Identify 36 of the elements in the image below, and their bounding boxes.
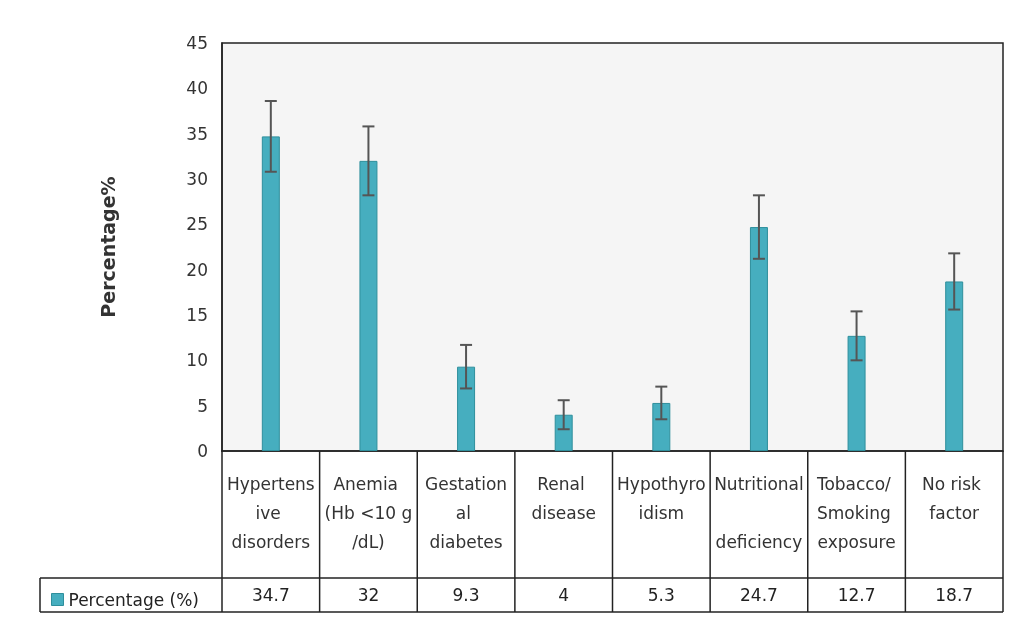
x-tick-label: Anemia (Hb <10 g/dL) xyxy=(324,473,413,552)
y-tick-label: 20 xyxy=(186,259,208,280)
bar xyxy=(359,160,378,451)
data-label: 18.7 xyxy=(935,585,974,605)
category-label: Nutritional deficiency xyxy=(714,473,804,552)
bar xyxy=(554,414,573,451)
y-tick-label: 5 xyxy=(197,395,208,416)
y-tick-label: 15 xyxy=(186,305,208,325)
data-label: 5.3 xyxy=(647,585,675,605)
x-tick-label: Gestational diabetes xyxy=(424,473,508,552)
y-axis-title: Percentage% xyxy=(96,176,119,318)
y-tick-label: 30 xyxy=(186,169,208,189)
bar xyxy=(749,227,768,451)
y-tick-label: 25 xyxy=(186,214,208,235)
y-tick-label: 35 xyxy=(186,123,208,144)
data-label: 4 xyxy=(558,585,570,605)
data-label: 32 xyxy=(357,585,380,605)
x-tick-label: Hypothyroidism xyxy=(617,473,706,523)
bar xyxy=(945,281,964,451)
data-label: 9.3 xyxy=(452,585,480,605)
legend-label: Percentage (%) xyxy=(68,589,199,610)
y-tick-label: 10 xyxy=(186,350,208,371)
bar xyxy=(652,402,671,451)
x-tick-label: No risk factor xyxy=(922,473,987,523)
data-label: 34.7 xyxy=(251,585,290,605)
y-tick-label: 0 xyxy=(197,441,208,461)
x-tick-label: Hypertensive disorders xyxy=(226,473,315,552)
bar xyxy=(457,366,476,451)
y-tick-label: 45 xyxy=(186,33,208,53)
y-tick-label: 40 xyxy=(186,78,208,99)
data-label: 12.7 xyxy=(837,585,876,605)
x-tick-label: Renal disease xyxy=(531,473,596,523)
x-tick-label: Tobacco/ Smoking exposure xyxy=(815,473,897,552)
bar xyxy=(847,335,866,451)
bar xyxy=(261,136,280,451)
data-label: 24.7 xyxy=(740,585,778,605)
